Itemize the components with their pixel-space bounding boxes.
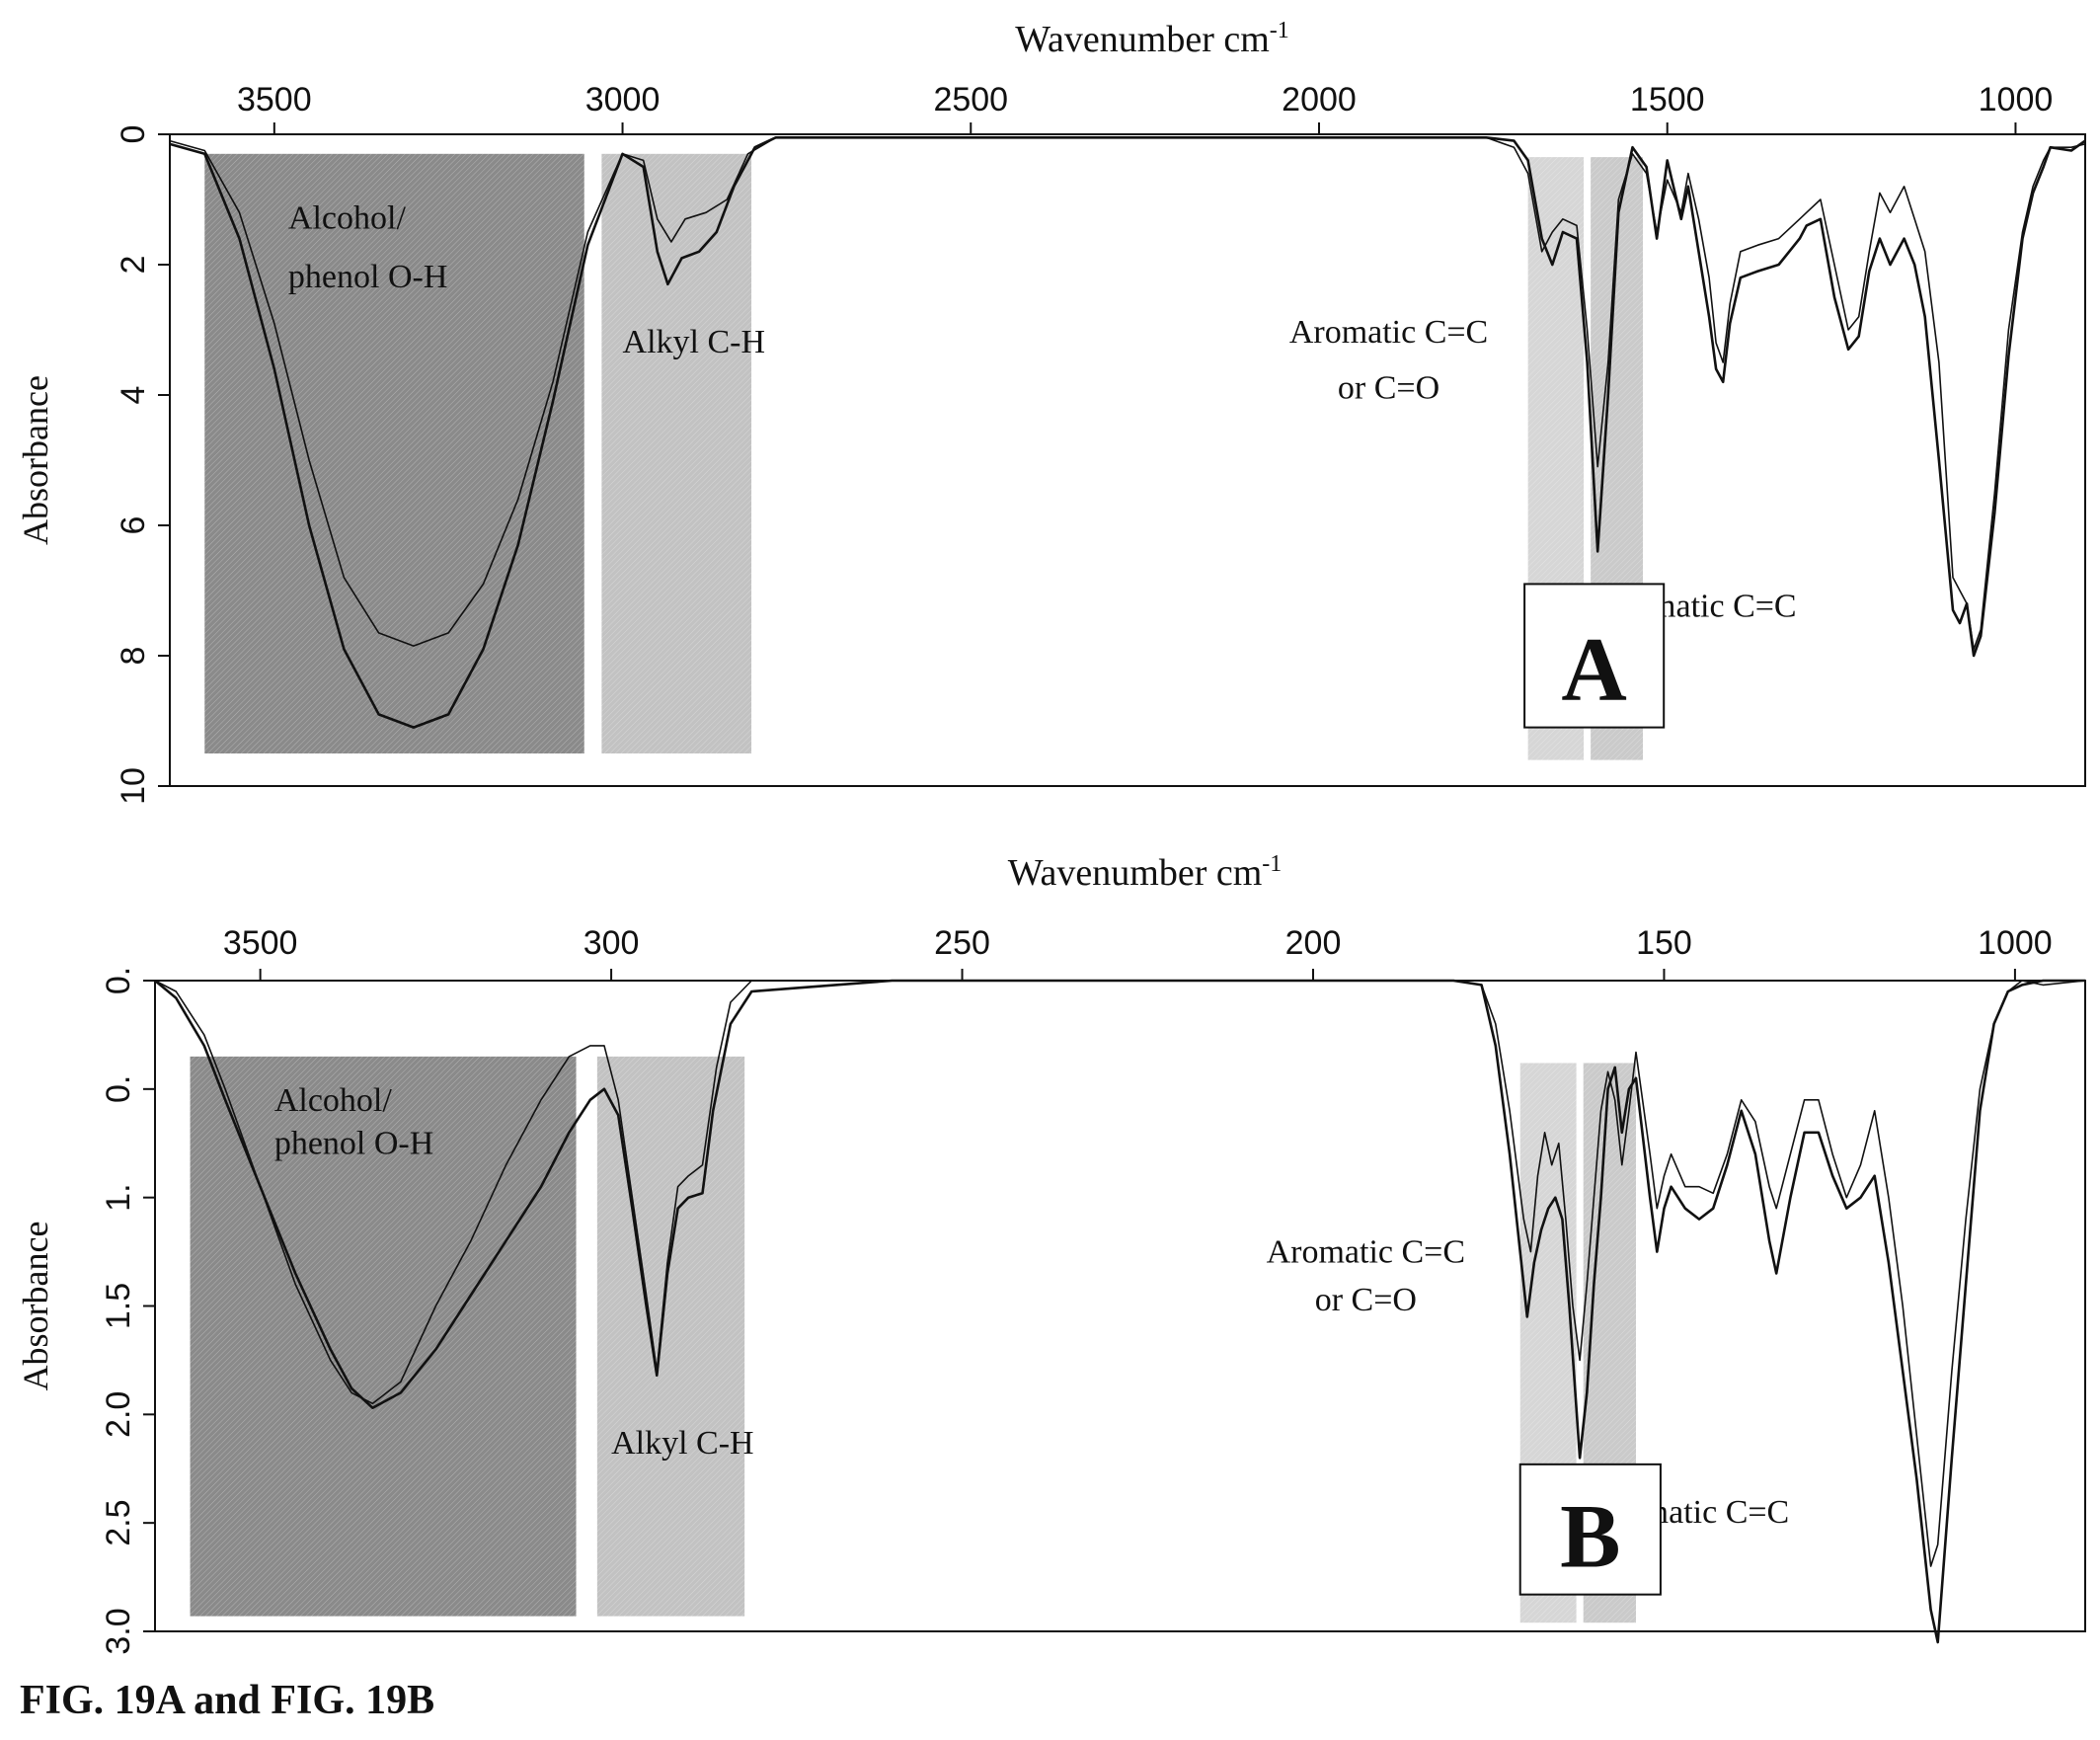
region-annotation: phenol O-H: [274, 1126, 433, 1162]
y-tick-label: 1.: [100, 1183, 137, 1211]
figure-caption: FIG. 19A and FIG. 19B: [20, 1678, 435, 1723]
region-annotation: phenol O-H: [288, 259, 447, 295]
x-tick-label: 1000: [1978, 924, 2053, 962]
x-axis-label: Wavenumber cm-1: [1008, 851, 1283, 894]
y-tick-label: 2.5: [100, 1500, 137, 1546]
chart-panel-b: 3500 300 250 200 150 1000 0. 0. 1. 1.5 2.0 2.5 3.0 Wa…: [16, 851, 2086, 1655]
plot-frame: [169, 133, 2086, 787]
y-tick-label: 10: [115, 767, 152, 805]
x-tick-label: 3500: [223, 924, 298, 962]
x-tick-label: 3500: [237, 81, 312, 119]
x-tick-label: 1000: [1979, 81, 2054, 119]
y-axis-label: Absorbance: [16, 375, 55, 545]
x-tick-label: 150: [1636, 924, 1692, 962]
y-tick-label: 1.5: [100, 1283, 137, 1329]
shaded-region: [204, 153, 584, 754]
y-tick-label: 0: [115, 125, 152, 144]
y-tick-label: 6: [115, 516, 152, 535]
spectrum-series-1: [154, 980, 2086, 1567]
region-annotation: or C=O: [1338, 369, 1439, 406]
shaded-region: [601, 153, 752, 754]
y-tick-label: 2.0: [100, 1391, 137, 1438]
x-tick-label: 300: [583, 924, 640, 962]
x-tick-label: 250: [934, 924, 990, 962]
panel-label: B: [1560, 1486, 1620, 1587]
spectrum-series-2: [169, 136, 2086, 729]
panel-label-box: [1523, 583, 1666, 729]
x-tick-label: 2500: [933, 81, 1008, 119]
region-annotation: Alcohol/: [274, 1082, 393, 1119]
shaded-region: [596, 1056, 745, 1617]
chart-panel-a: 3500 3000 2500 2000 1500 1000 0 2 4 6 8 10 Wavenumbe…: [16, 18, 2086, 805]
region-annotation: Alkyl C-H: [611, 1425, 754, 1462]
y-axis-label: Absorbance: [16, 1222, 55, 1391]
y-tick-label: 0.: [100, 1075, 137, 1103]
y-tick-label: 8: [115, 647, 152, 666]
region-annotation: Aromatic C=C: [1267, 1234, 1465, 1271]
y-tick-label: 4: [115, 386, 152, 405]
region-annotation: Aromatic C=C: [1289, 314, 1488, 351]
y-tick-label: 3.0: [100, 1608, 137, 1654]
y-tick-label: 2: [115, 256, 152, 275]
panel-label: A: [1561, 619, 1626, 720]
region-annotation: Alkyl C-H: [623, 324, 766, 360]
x-tick-label: 3000: [585, 81, 661, 119]
y-tick-label: 0.: [100, 967, 137, 994]
region-annotation: or C=O: [1315, 1282, 1417, 1318]
x-tick-label: 1500: [1630, 81, 1705, 119]
x-tick-label: 200: [1285, 924, 1342, 962]
panel-label-box: [1518, 1463, 1662, 1596]
x-axis-label: Wavenumber cm-1: [1015, 18, 1289, 60]
spectrum-series-2: [154, 979, 2085, 1644]
x-tick-label: 2000: [1282, 81, 1357, 119]
shaded-region: [190, 1056, 577, 1617]
region-annotation: Alcohol/: [288, 200, 407, 237]
